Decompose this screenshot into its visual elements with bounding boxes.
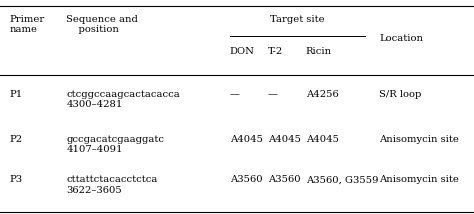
Text: Ricin: Ricin xyxy=(306,47,332,56)
Text: P1: P1 xyxy=(9,90,23,99)
Text: A3560: A3560 xyxy=(230,175,263,184)
Text: A3560, G3559: A3560, G3559 xyxy=(306,175,378,184)
Text: A4045: A4045 xyxy=(306,135,339,144)
Text: Target site: Target site xyxy=(270,15,325,24)
Text: Primer
name: Primer name xyxy=(9,15,45,34)
Text: P3: P3 xyxy=(9,175,23,184)
Text: Anisomycin site: Anisomycin site xyxy=(379,135,459,144)
Text: Anisomycin site: Anisomycin site xyxy=(379,175,459,184)
Text: A4045: A4045 xyxy=(230,135,263,144)
Text: —: — xyxy=(268,90,278,99)
Text: Location: Location xyxy=(379,34,423,43)
Text: S/R loop: S/R loop xyxy=(379,90,421,99)
Text: A3560: A3560 xyxy=(268,175,301,184)
Text: DON: DON xyxy=(230,47,255,56)
Text: cttattctacacctctca
3622–3605: cttattctacacctctca 3622–3605 xyxy=(66,175,158,195)
Text: gccgacatcgaaggatc
4107–4091: gccgacatcgaaggatc 4107–4091 xyxy=(66,135,164,154)
Text: Sequence and
    position: Sequence and position xyxy=(66,15,138,34)
Text: A4045: A4045 xyxy=(268,135,301,144)
Text: —: — xyxy=(230,90,240,99)
Text: ctcggccaagcactacacca
4300–4281: ctcggccaagcactacacca 4300–4281 xyxy=(66,90,180,109)
Text: P2: P2 xyxy=(9,135,23,144)
Text: T-2: T-2 xyxy=(268,47,283,56)
Text: A4256: A4256 xyxy=(306,90,338,99)
